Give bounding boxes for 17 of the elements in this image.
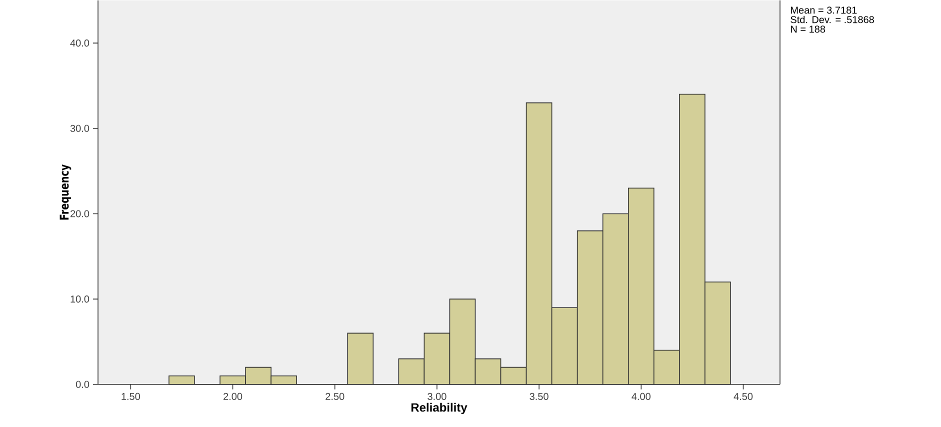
x-tick-label: 4.00 xyxy=(632,392,650,400)
x-tick-label: 2.00 xyxy=(224,392,242,400)
x-tick-label: 3.00 xyxy=(428,392,446,400)
y-axis-title: Frequency xyxy=(60,164,72,220)
x-tick-label: 3.50 xyxy=(530,392,548,400)
x-tick-label: 1.50 xyxy=(122,392,140,400)
x-tick-label: 4.50 xyxy=(734,392,753,400)
text: N = 188 xyxy=(791,25,826,32)
y-tick-label: 20.0 xyxy=(70,210,90,218)
text: Std. Dev. = .51868 xyxy=(790,16,874,23)
y-tick-label: 40.0 xyxy=(70,39,90,46)
x-axis-title: Reliability xyxy=(411,402,468,414)
y-tick-label: 10.0 xyxy=(70,295,90,302)
y-tick-label: 0.0 xyxy=(76,380,90,388)
x-tick-label: 2.50 xyxy=(326,392,344,400)
y-tick-label: 30.0 xyxy=(70,124,90,132)
text: Mean = 3.7181 xyxy=(791,6,857,14)
